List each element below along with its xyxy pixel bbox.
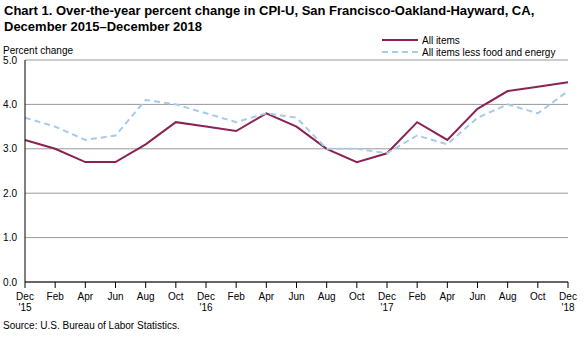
svg-text:5.0: 5.0 <box>8 55 17 66</box>
svg-text:Jun: Jun <box>288 291 304 302</box>
html-text:Chart 1. Over-the-year percent: Chart 1. Over-the-year percent change in… <box>4 3 535 18</box>
svg-text:Jun: Jun <box>469 291 485 302</box>
svg-text:Jun: Jun <box>107 291 123 302</box>
html-text:Source: U.S. Bureau of Labor S: Source: U.S. Bureau of Labor Statistics. <box>3 320 180 331</box>
svg-text:Dec'18: Dec'18 <box>559 291 577 313</box>
svg-text:Apr: Apr <box>259 291 275 302</box>
svg-text:Feb: Feb <box>409 291 427 302</box>
svg-text:Oct: Oct <box>349 291 365 302</box>
svg-text:Oct: Oct <box>530 291 546 302</box>
svg-text:0.0: 0.0 <box>8 277 17 288</box>
svg-text:Dec'16: Dec'16 <box>197 291 215 313</box>
svg-text:Aug: Aug <box>318 291 336 302</box>
svg-text:Feb: Feb <box>47 291 65 302</box>
svg-text:2.0: 2.0 <box>8 188 17 199</box>
svg-text:Aug: Aug <box>499 291 517 302</box>
html-text:Percent change: Percent change <box>3 45 74 56</box>
svg-text:Oct: Oct <box>168 291 184 302</box>
svg-text:Feb: Feb <box>228 291 246 302</box>
svg-text:Dec'15: Dec'15 <box>16 291 34 313</box>
html-text:December 2015–December 2018: December 2015–December 2018 <box>4 19 202 34</box>
svg-text:3.0: 3.0 <box>8 143 17 154</box>
svg-text:Apr: Apr <box>440 291 456 302</box>
svg-text:1.0: 1.0 <box>8 232 17 243</box>
html-text:All items: All items <box>422 34 460 46</box>
svg-text:Dec'17: Dec'17 <box>378 291 396 313</box>
svg-text:4.0: 4.0 <box>8 99 17 110</box>
html-text:All items less food and energy: All items less food and energy <box>422 46 556 58</box>
svg-text:Aug: Aug <box>137 291 155 302</box>
svg-text:Apr: Apr <box>78 291 94 302</box>
